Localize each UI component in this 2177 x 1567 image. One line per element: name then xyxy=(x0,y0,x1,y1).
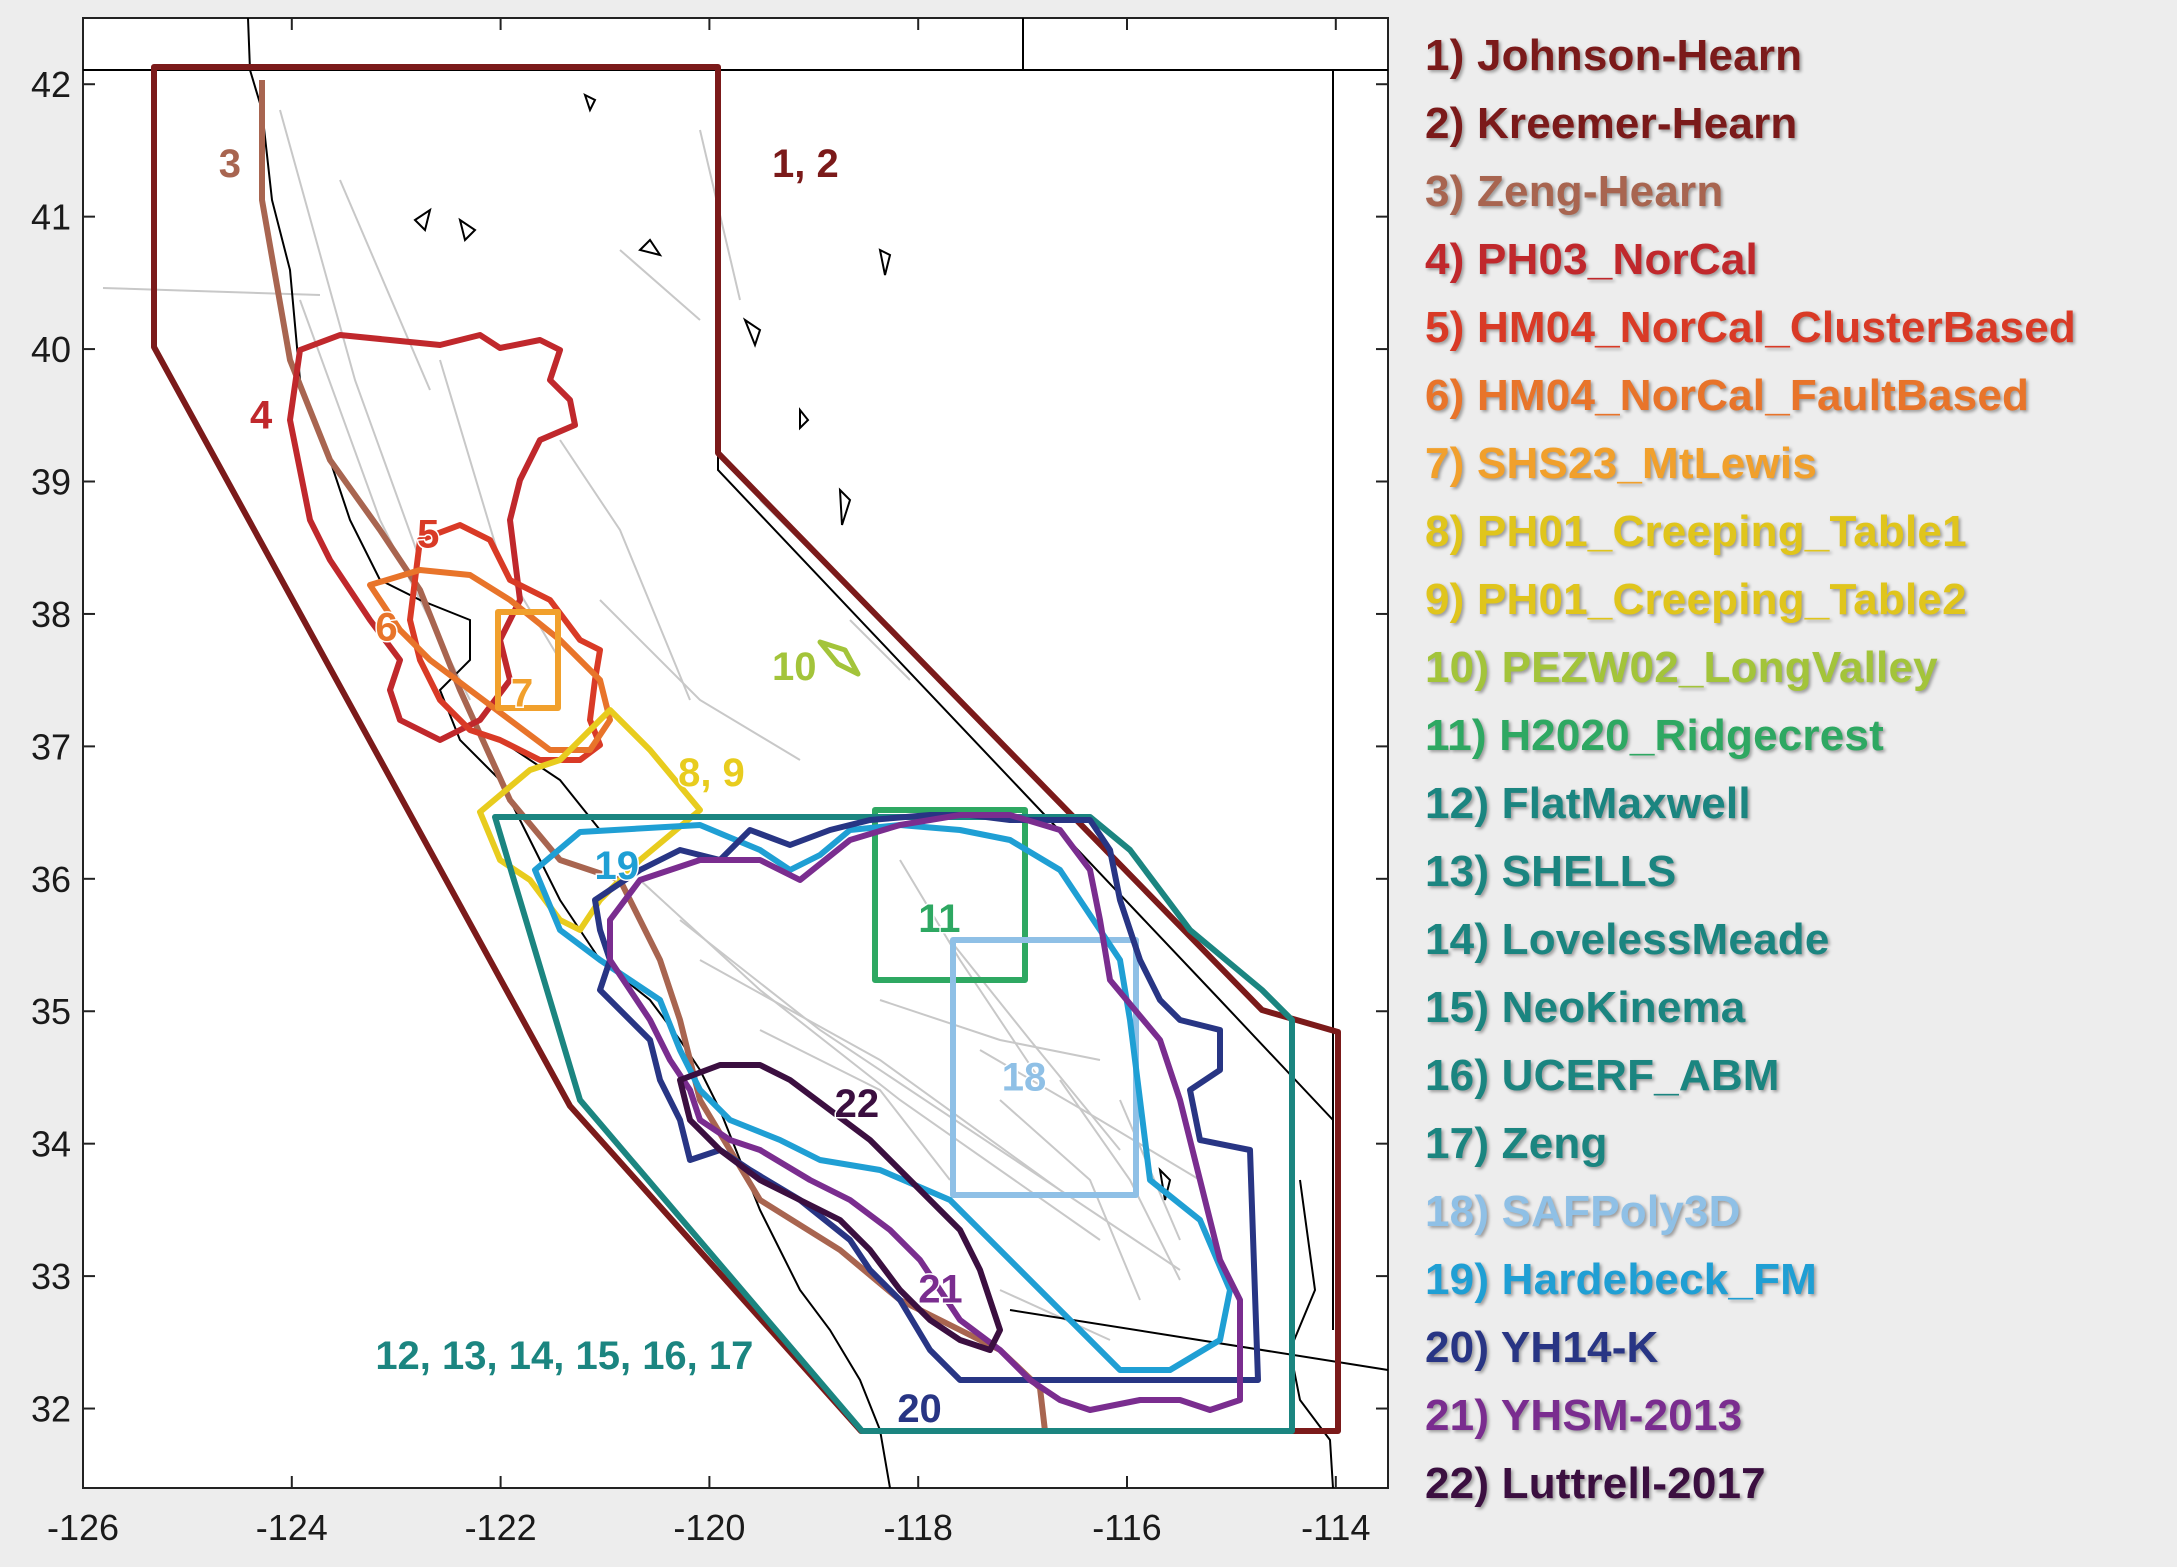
region-labels: 1, 2 3 4 5 6 7 8, 9 10 11 12, 13, 14, 15, 16, 17 1… xyxy=(217,140,1047,1432)
x-tick-label: -114 xyxy=(1301,1507,1370,1548)
y-tick-labels: 32 33 34 35 36 37 38 39 40 41 42 xyxy=(31,64,71,1429)
region-label-r18: 18 xyxy=(1002,1056,1047,1100)
region-4-polygon xyxy=(287,332,578,743)
region-label-r22: 22 xyxy=(835,1082,880,1126)
region-22-polygon xyxy=(677,1062,1003,1353)
y-tick-label: 40 xyxy=(31,329,71,370)
x-tick-labels: -126 -124 -122 -120 -118 -116 -114 xyxy=(47,1507,1371,1548)
x-tick-label: -126 xyxy=(47,1507,119,1548)
region-label-r1: 1, 2 xyxy=(772,142,839,186)
region-1-2-polygon xyxy=(151,64,1341,1434)
x-tick-label: -120 xyxy=(673,1507,745,1548)
y-tick-label: 34 xyxy=(31,1124,71,1165)
region-label-r6: 6 xyxy=(375,605,397,649)
legend-item: 1) Johnson-Hearn xyxy=(1425,31,1803,80)
region-6-polygon xyxy=(367,567,613,753)
legend-item: 9) PH01_Creeping_Table2 xyxy=(1425,575,1967,624)
region-label-r11: 11 xyxy=(918,897,960,941)
legend-item: 16) UCERF_ABM xyxy=(1425,1051,1780,1100)
legend-item: 21) YHSM-2013 xyxy=(1425,1391,1743,1440)
x-tick-label: -116 xyxy=(1092,1507,1161,1548)
legend-item: 20) YH14-K xyxy=(1425,1323,1659,1372)
legend-item: 8) PH01_Creeping_Table1 xyxy=(1425,507,1967,556)
y-tick-label: 42 xyxy=(31,64,71,105)
x-tick-label: -118 xyxy=(884,1507,953,1548)
region-5-polygon xyxy=(407,522,603,763)
legend-item: 10) PEZW02_LongValley xyxy=(1425,643,1938,692)
y-tick-label: 32 xyxy=(31,1389,71,1430)
x-tick-label: -124 xyxy=(256,1507,328,1548)
x-tick-label: -122 xyxy=(465,1507,537,1548)
region-label-r89: 8, 9 xyxy=(678,751,745,795)
region-10-polygon xyxy=(817,639,861,677)
region-label-r21: 21 xyxy=(918,1268,963,1312)
region-21-polygon xyxy=(607,812,1243,1413)
region-7-polygon xyxy=(495,609,561,711)
legend-item: 11) H2020_Ridgecrest xyxy=(1425,711,1884,760)
legend: 1) Johnson-Hearn 2) Kreemer-Hearn 3) Zeng-… xyxy=(1425,28,2170,1524)
legend-item: 17) Zeng xyxy=(1425,1119,1608,1168)
region-8-9-polygon xyxy=(477,707,703,933)
legend-item: 18) SAFPoly3D xyxy=(1425,1187,1741,1236)
legend-item: 15) NeoKinema xyxy=(1425,983,1746,1032)
legend-item: 6) HM04_NorCal_FaultBased xyxy=(1425,371,2030,420)
legend-item: 14) LovelessMeade xyxy=(1425,915,1830,964)
y-tick-label: 35 xyxy=(31,991,71,1032)
region-20-polygon xyxy=(592,812,1261,1383)
legend-item: 5) HM04_NorCal_ClusterBased xyxy=(1425,303,2076,352)
map-axes xyxy=(82,17,1389,1489)
legend-item: 13) SHELLS xyxy=(1425,847,1677,896)
legend-item: 4) PH03_NorCal xyxy=(1425,235,1758,284)
region-label-r5: 5 xyxy=(417,513,439,557)
y-tick-label: 36 xyxy=(31,859,71,900)
legend-item: 7) SHS23_MtLewis xyxy=(1425,439,1818,488)
region-label-r19: 19 xyxy=(595,844,640,888)
region-label-r12: 12, 13, 14, 15, 16, 17 xyxy=(375,1334,753,1378)
legend-item: 19) Hardebeck_FM xyxy=(1425,1255,1818,1304)
legend-item: 12) FlatMaxwell xyxy=(1425,779,1751,828)
y-tick-label: 38 xyxy=(31,594,71,635)
region-label-r20: 20 xyxy=(897,1387,942,1431)
y-tick-label: 37 xyxy=(31,726,71,767)
region-12-17-polygon xyxy=(492,814,1295,1434)
y-tick-label: 41 xyxy=(31,197,71,238)
region-label-r3: 3 xyxy=(219,142,241,186)
y-tick-label: 39 xyxy=(31,462,71,503)
region-label-r4: 4 xyxy=(250,394,273,438)
legend-item: 22) Luttrell-2017 xyxy=(1425,1459,1766,1508)
region-label-r10: 10 xyxy=(772,645,817,689)
region-polygons xyxy=(151,64,1341,1434)
lakes xyxy=(413,93,1172,1201)
legend-item: 2) Kreemer-Hearn xyxy=(1425,99,1798,148)
region-label-r7: 7 xyxy=(511,672,533,716)
legend-item: 3) Zeng-Hearn xyxy=(1425,167,1724,216)
y-tick-label: 33 xyxy=(31,1256,71,1297)
tick-marks xyxy=(82,18,1388,1488)
